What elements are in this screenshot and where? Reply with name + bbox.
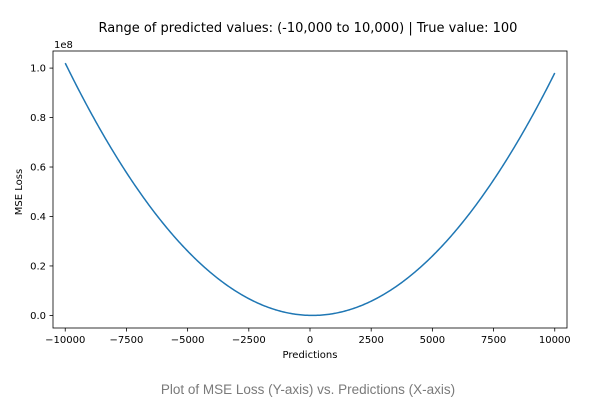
y-tick-label: 0.0 <box>30 311 46 322</box>
x-tick-label: 5000 <box>420 335 445 346</box>
plot-area: −10000 −7500 −5000 −2500 0 2500 5000 7500 10000 0… <box>30 50 571 346</box>
x-axis-label: Predictions <box>283 350 338 361</box>
x-tick-label: 7500 <box>481 335 506 346</box>
mse-loss-chart: Range of predicted values: (-10,000 to 1… <box>0 0 616 380</box>
x-tick-label: 10000 <box>539 335 571 346</box>
y-tick-label: 1.0 <box>30 64 46 75</box>
x-tick-label: 0 <box>307 335 313 346</box>
figure-background <box>0 0 616 380</box>
x-tick-label: −5000 <box>171 335 205 346</box>
x-tick-label: −10000 <box>45 335 85 346</box>
y-tick-label: 0.8 <box>30 113 46 124</box>
y-offset-label: 1e8 <box>54 40 73 51</box>
chart-title: Range of predicted values: (-10,000 to 1… <box>99 21 518 36</box>
y-tick-label: 0.2 <box>30 261 46 272</box>
y-tick-label: 0.4 <box>30 212 46 223</box>
mse-loss-line <box>64 62 556 317</box>
y-axis-label: MSE Loss <box>14 169 25 215</box>
figure-caption: Plot of MSE Loss (Y-axis) vs. Prediction… <box>160 382 456 397</box>
x-tick-label: −2500 <box>232 335 266 346</box>
x-tick-label: −7500 <box>110 335 144 346</box>
x-tick-label: 2500 <box>358 335 383 346</box>
y-tick-label: 0.6 <box>30 163 46 174</box>
